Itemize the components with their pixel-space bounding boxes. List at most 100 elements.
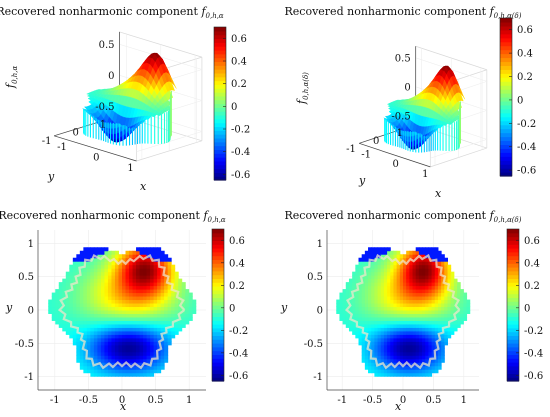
- heatmap-cell: [111, 261, 115, 265]
- heatmap-cell: [133, 296, 137, 300]
- heatmap-cell: [80, 310, 84, 314]
- heatmap-cell: [393, 282, 397, 286]
- heatmap-cell: [143, 303, 147, 307]
- heatmap-cell: [393, 265, 397, 269]
- heatmap-cell: [374, 261, 378, 265]
- heatmap-cell: [387, 345, 391, 349]
- heatmap-cell: [422, 265, 426, 269]
- heatmap-cell: [425, 373, 429, 377]
- heatmap-cell: [400, 303, 404, 307]
- heatmap-cell: [374, 275, 378, 279]
- heatmap-cell: [126, 303, 130, 307]
- heatmap-cell: [94, 265, 98, 269]
- heatmap-cell: [90, 247, 94, 251]
- y-tick-label: 0: [72, 128, 78, 139]
- heatmap-cell: [432, 341, 436, 345]
- heatmap-cell: [80, 324, 84, 328]
- heatmap-cell: [393, 272, 397, 276]
- heatmap-cell: [393, 317, 397, 321]
- heatmap-cell: [97, 296, 101, 300]
- heatmap-cell: [403, 275, 407, 279]
- heatmap-cell: [432, 317, 436, 321]
- heatmap-cell: [104, 303, 108, 307]
- heatmap-cell: [438, 293, 442, 297]
- heatmap-cell: [136, 352, 140, 356]
- heatmap-cell: [126, 334, 130, 338]
- x-axis-label: x: [435, 187, 442, 200]
- colorbar-segment: [507, 244, 519, 248]
- heatmap-cell: [365, 258, 369, 262]
- heatmap-cell: [59, 286, 63, 290]
- colorbar-segment: [507, 275, 519, 279]
- heatmap-cell: [94, 352, 98, 356]
- heatmap-cell: [150, 286, 154, 290]
- heatmap-cell: [393, 352, 397, 356]
- heatmap-plot: Recovered nonharmonic component f0,h,α -…: [0, 205, 275, 413]
- heatmap-cell: [171, 310, 175, 314]
- heatmap-cell: [352, 300, 356, 304]
- heatmap-cell: [76, 254, 80, 258]
- heatmap-cell: [422, 345, 426, 349]
- heatmap-cell: [346, 320, 350, 324]
- heatmap-cell: [409, 261, 413, 265]
- heatmap-cell: [171, 331, 175, 335]
- heatmap-cell: [343, 320, 347, 324]
- heatmap-cell: [441, 345, 445, 349]
- heatmap-cell: [355, 303, 359, 307]
- heatmap-cell: [419, 369, 423, 373]
- heatmap-cell: [157, 362, 161, 366]
- heatmap-cell: [161, 310, 165, 314]
- heatmap-cell: [355, 293, 359, 297]
- heatmap-cell: [168, 272, 172, 276]
- heatmap-cell: [80, 251, 84, 255]
- heatmap-cell: [115, 352, 119, 356]
- heatmap-cell: [80, 279, 84, 283]
- heatmap-cell: [422, 348, 426, 352]
- heatmap-cell: [413, 369, 417, 373]
- heatmap-cell: [403, 254, 407, 258]
- heatmap-cell: [374, 331, 378, 335]
- heatmap-cell: [374, 272, 378, 276]
- heatmap-cell: [381, 307, 385, 311]
- heatmap-cell: [90, 341, 94, 345]
- heatmap-cell: [48, 307, 52, 311]
- heatmap-cell: [457, 313, 461, 317]
- heatmap-cell: [66, 272, 70, 276]
- y-tick-label: 1: [397, 128, 403, 139]
- heatmap-cell: [164, 307, 168, 311]
- heatmap-cell: [359, 296, 363, 300]
- heatmap-cell: [390, 265, 394, 269]
- heatmap-cell: [374, 293, 378, 297]
- heatmap-cell: [416, 369, 420, 373]
- colorbar-segment: [212, 271, 224, 275]
- heatmap-cell: [444, 307, 448, 311]
- heatmap-cell: [136, 289, 140, 293]
- heatmap-cell: [400, 327, 404, 331]
- heatmap-cell: [104, 282, 108, 286]
- colorbar-segment: [507, 335, 519, 339]
- colorbar-segment: [214, 73, 226, 77]
- heatmap-cell: [438, 286, 442, 290]
- heatmap-cell: [161, 251, 165, 255]
- heatmap-cell: [136, 355, 140, 359]
- heatmap-cell: [140, 331, 144, 335]
- heatmap-cell: [368, 279, 372, 283]
- heatmap-cell: [406, 282, 410, 286]
- heatmap-cell: [460, 296, 464, 300]
- heatmap-cell: [161, 258, 165, 262]
- heatmap-cell: [94, 307, 98, 311]
- heatmap-cell: [368, 286, 372, 290]
- heatmap-cell: [147, 300, 151, 304]
- heatmap-cell: [393, 268, 397, 272]
- heatmap-cell: [101, 300, 105, 304]
- heatmap-cell: [192, 303, 196, 307]
- heatmap-cell: [126, 300, 130, 304]
- heatmap-cell: [80, 254, 84, 258]
- heatmap-cell: [368, 324, 372, 328]
- heatmap-cell: [147, 293, 151, 297]
- heatmap-cell: [147, 341, 151, 345]
- heatmap-cell: [425, 327, 429, 331]
- heatmap-cell: [425, 310, 429, 314]
- heatmap-cell: [104, 373, 108, 377]
- heatmap-cell: [397, 317, 401, 321]
